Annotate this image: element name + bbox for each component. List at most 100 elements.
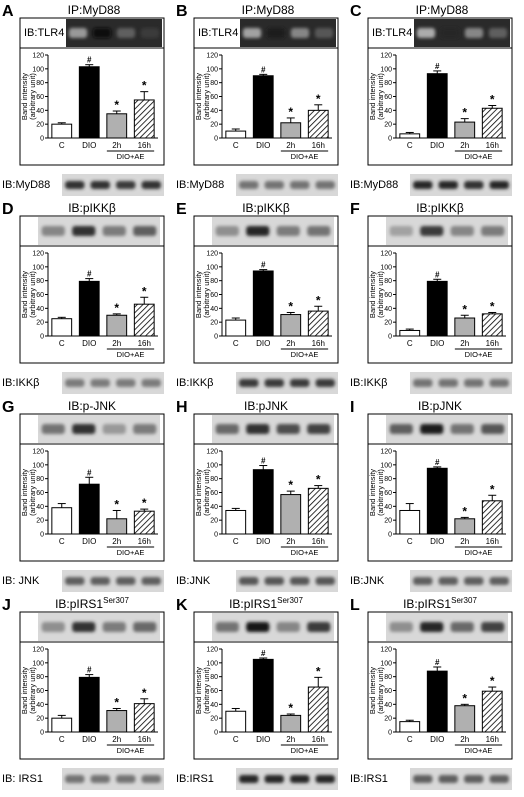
blot-label: IB:pIKKβ (242, 201, 290, 215)
top-blot (240, 19, 336, 47)
category-label: 2h (112, 537, 121, 546)
panel-frame (193, 17, 339, 166)
y-tick-label: 60 (384, 490, 392, 497)
bottom-blot-band (315, 379, 335, 387)
top-blot-band (41, 423, 65, 435)
y-tick-label: 40 (36, 504, 44, 511)
top-blot-band (416, 27, 436, 39)
bar-2h (106, 113, 128, 139)
category-label: C (59, 537, 65, 546)
significance-mark: # (261, 649, 266, 658)
top-blot-band (116, 27, 136, 39)
panel-letter: G (2, 399, 14, 416)
bar-DIO (426, 467, 448, 535)
bottom-blot (236, 768, 338, 790)
significance-mark: * (288, 701, 293, 715)
bar-2h (280, 122, 302, 139)
panel-frame (19, 611, 165, 760)
category-label: DIO (82, 735, 96, 744)
significance-mark: # (87, 56, 92, 65)
y-tick-label: 100 (206, 660, 218, 667)
group-label: DIO+AE (117, 746, 145, 755)
bar-DIO (78, 676, 100, 733)
top-blot-band (276, 621, 300, 633)
y-tick-label: 80 (384, 278, 392, 285)
blot-label: IB:pJNK (244, 399, 288, 413)
bottom-blot-band (290, 181, 310, 189)
top-blot-band (307, 621, 331, 633)
blot-label: IB:pIKKβ (68, 201, 116, 215)
y-axis-label: Band intensity (20, 271, 29, 318)
bottom-blot-band (239, 181, 259, 189)
top-blot-band (314, 27, 334, 39)
bottom-blot (236, 570, 338, 592)
y-tick-label: 120 (206, 251, 218, 258)
bar-16h (133, 510, 155, 535)
blot-label-text: IB:pJNK (418, 399, 462, 413)
top-blot-band (72, 225, 96, 237)
y-tick-label: 120 (380, 53, 392, 60)
significance-mark: # (435, 658, 440, 667)
bottom-blot-band (141, 181, 161, 189)
y-tick-label: 60 (36, 292, 44, 299)
panel-frame (193, 215, 339, 364)
top-blot-band (246, 423, 270, 435)
significance-mark: * (142, 79, 147, 93)
group-label: DIO+AE (465, 548, 493, 557)
group-label: DIO+AE (291, 152, 319, 161)
top-blot-band (464, 27, 484, 39)
y-tick-label: 100 (32, 462, 44, 469)
category-label: DIO (256, 339, 270, 348)
group-label: DIO+AE (465, 350, 493, 359)
category-label: DIO (82, 339, 96, 348)
panel-letter: L (350, 597, 360, 614)
bar-C (225, 710, 247, 733)
y-tick-label: 20 (210, 320, 218, 327)
category-label: 2h (286, 339, 295, 348)
category-label: C (233, 339, 239, 348)
y-axis-label: Band intensity (368, 271, 377, 318)
top-blot (66, 19, 162, 47)
top-blot-band (481, 621, 505, 633)
bottom-blot (410, 570, 512, 592)
bar-16h (307, 109, 329, 139)
y-tick-label: 40 (384, 306, 392, 313)
blot-label-text: IB:pIRS1 (229, 597, 277, 611)
y-tick-label: 0 (388, 334, 392, 341)
top-blot-band (450, 225, 474, 237)
significance-mark: * (462, 691, 467, 705)
top-blot (386, 613, 508, 641)
y-tick-label: 60 (36, 94, 44, 101)
y-tick-label: 0 (388, 532, 392, 539)
blot-label-text: IB:pIKKβ (416, 201, 464, 215)
bar-C (225, 130, 247, 139)
y-tick-label: 20 (384, 122, 392, 129)
y-tick-label: 60 (210, 94, 218, 101)
y-tick-label: 0 (214, 334, 218, 341)
top-blot-band (215, 423, 239, 435)
y-tick-label: 40 (384, 108, 392, 115)
category-label: 2h (460, 339, 469, 348)
y-tick-label: 0 (214, 730, 218, 737)
bottom-blot-label: IB:JNK (350, 575, 385, 587)
bottom-blot-band (116, 775, 136, 783)
bottom-blot-band (264, 775, 284, 783)
y-tick-label: 80 (384, 674, 392, 681)
significance-mark: * (490, 674, 495, 688)
bottom-blot-band (438, 181, 458, 189)
top-blot-band (488, 27, 508, 39)
bottom-blot-band (413, 775, 433, 783)
significance-mark: * (490, 482, 495, 496)
bottom-blot-band (290, 577, 310, 585)
bottom-blot-band (464, 379, 484, 387)
category-label: 2h (286, 141, 295, 150)
category-label: 2h (286, 735, 295, 744)
bottom-blot-label: IB:JNK (176, 575, 211, 587)
bottom-blot-band (290, 775, 310, 783)
significance-mark: * (114, 695, 119, 709)
significance-mark: # (261, 457, 266, 466)
bar-DIO (426, 280, 448, 337)
top-blot-band (276, 423, 300, 435)
panel-frame (19, 215, 165, 364)
significance-mark: * (462, 106, 467, 120)
